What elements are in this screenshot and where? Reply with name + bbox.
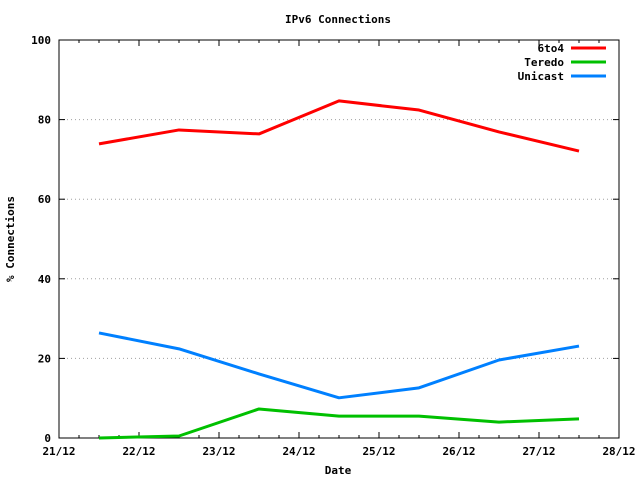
x-tick-label: 27/12 [522,445,555,458]
series-line-teredo [98,407,580,440]
y-tick-label: 0 [44,432,51,445]
x-tick-label: 24/12 [282,445,315,458]
series-line-6to4 [98,99,580,153]
x-tick-label: 28/12 [602,445,635,458]
y-tick-label: 100 [31,34,51,47]
x-tick-label: 22/12 [122,445,155,458]
legend-label: Teredo [524,56,564,69]
y-tick-label: 20 [38,352,51,365]
y-axis-label: % Connections [4,196,17,282]
y-tick-label: 60 [38,193,51,206]
x-tick-label: 21/12 [42,445,75,458]
series-line-unicast [98,331,580,400]
y-tick-label: 40 [38,273,51,286]
x-axis-label: Date [325,464,352,477]
plot-border [58,39,620,439]
x-tick-label: 23/12 [202,445,235,458]
legend-label: Unicast [518,70,564,83]
chart-title: IPv6 Connections [285,13,391,26]
x-tick-label: 26/12 [442,445,475,458]
y-tick-label: 80 [38,114,51,127]
x-tick-label: 25/12 [362,445,395,458]
legend-label: 6to4 [538,42,565,55]
